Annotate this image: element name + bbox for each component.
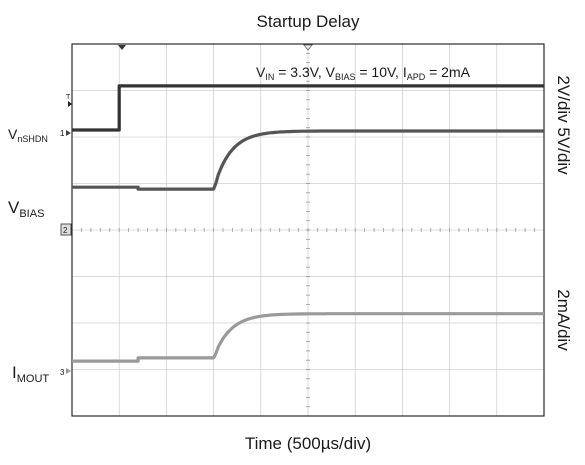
label-vnshdn: VnSHDN xyxy=(8,126,48,144)
svg-text:2: 2 xyxy=(63,226,68,235)
scale-label-lower: 2mA/div xyxy=(554,289,573,351)
trigger-center-marker xyxy=(302,44,314,51)
scale-label-upper: 2V/div 5V/div xyxy=(554,75,573,175)
svg-text:3: 3 xyxy=(60,368,65,377)
grid xyxy=(71,43,545,417)
svg-text:T: T xyxy=(66,94,71,101)
x-axis-label: Time (500µs/div) xyxy=(245,434,371,453)
series-line-vnshdn xyxy=(72,84,544,132)
series-group xyxy=(72,84,544,363)
channel-1-marker: 1 xyxy=(60,129,71,138)
plot-frame xyxy=(71,43,545,417)
trigger-level-marker: T xyxy=(66,94,72,107)
svg-text:1: 1 xyxy=(60,129,65,138)
trigger-position-marker xyxy=(118,45,126,50)
chart-title: Startup Delay xyxy=(257,12,360,31)
label-vbias: VBIAS xyxy=(8,198,44,220)
channel-3-marker: 3 xyxy=(60,368,71,377)
channel-2-marker: 2 xyxy=(60,223,72,236)
conditions-annotation: VIN = 3.3V, VBIAS = 10V, IAPD = 2mA xyxy=(256,64,471,82)
series-line-vbias xyxy=(72,129,544,191)
label-imout: IMOUT xyxy=(12,363,49,385)
series-line-imout xyxy=(72,312,544,363)
